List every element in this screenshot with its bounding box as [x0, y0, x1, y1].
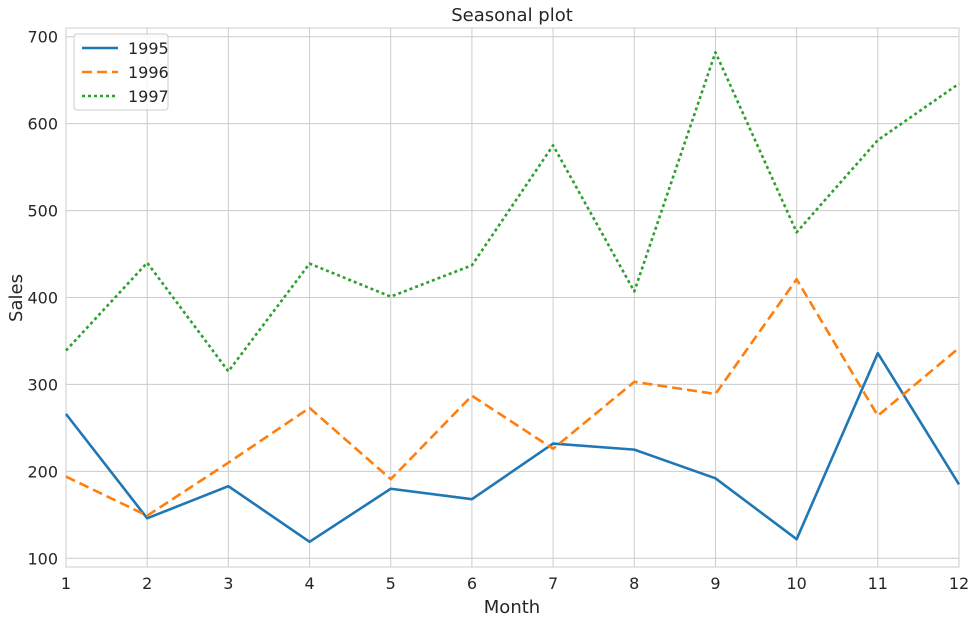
x-tick-label: 6 — [467, 574, 477, 593]
x-tick-label: 9 — [710, 574, 720, 593]
y-tick-label: 500 — [27, 202, 58, 221]
legend-label-1996: 1996 — [128, 63, 169, 82]
x-tick-label: 7 — [548, 574, 558, 593]
y-tick-label: 100 — [27, 549, 58, 568]
y-tick-label: 600 — [27, 115, 58, 134]
series-line-1997 — [65, 51, 960, 373]
series-layer — [64, 51, 961, 544]
x-tick-label: 5 — [386, 574, 396, 593]
x-tick-label: 4 — [304, 574, 314, 593]
x-axis-label: Month — [484, 597, 540, 618]
series-line-1995 — [64, 351, 961, 544]
x-tick-label: 8 — [629, 574, 639, 593]
plot-frame — [65, 27, 960, 568]
grid — [65, 28, 960, 567]
legend-frame — [73, 33, 169, 111]
y-axis-label: Sales — [6, 274, 27, 322]
x-tick-label: 3 — [223, 574, 233, 593]
y-tick-label: 400 — [27, 289, 58, 308]
legend-label-1995: 1995 — [128, 39, 169, 58]
x-tick-label: 12 — [949, 574, 969, 593]
legend-label-1997: 1997 — [128, 87, 169, 106]
x-tick-label: 2 — [142, 574, 152, 593]
x-tick-label: 1 — [61, 574, 71, 593]
chart-title: Seasonal plot — [451, 5, 573, 26]
x-tick-label: 10 — [786, 574, 806, 593]
y-tick-label: 300 — [27, 375, 58, 394]
y-tick-label: 700 — [27, 28, 58, 47]
x-tick-label: 11 — [868, 574, 888, 593]
series-line-1996 — [65, 277, 960, 518]
y-tick-label: 200 — [27, 462, 58, 481]
legend: 1995 1996 1997 — [73, 33, 169, 111]
